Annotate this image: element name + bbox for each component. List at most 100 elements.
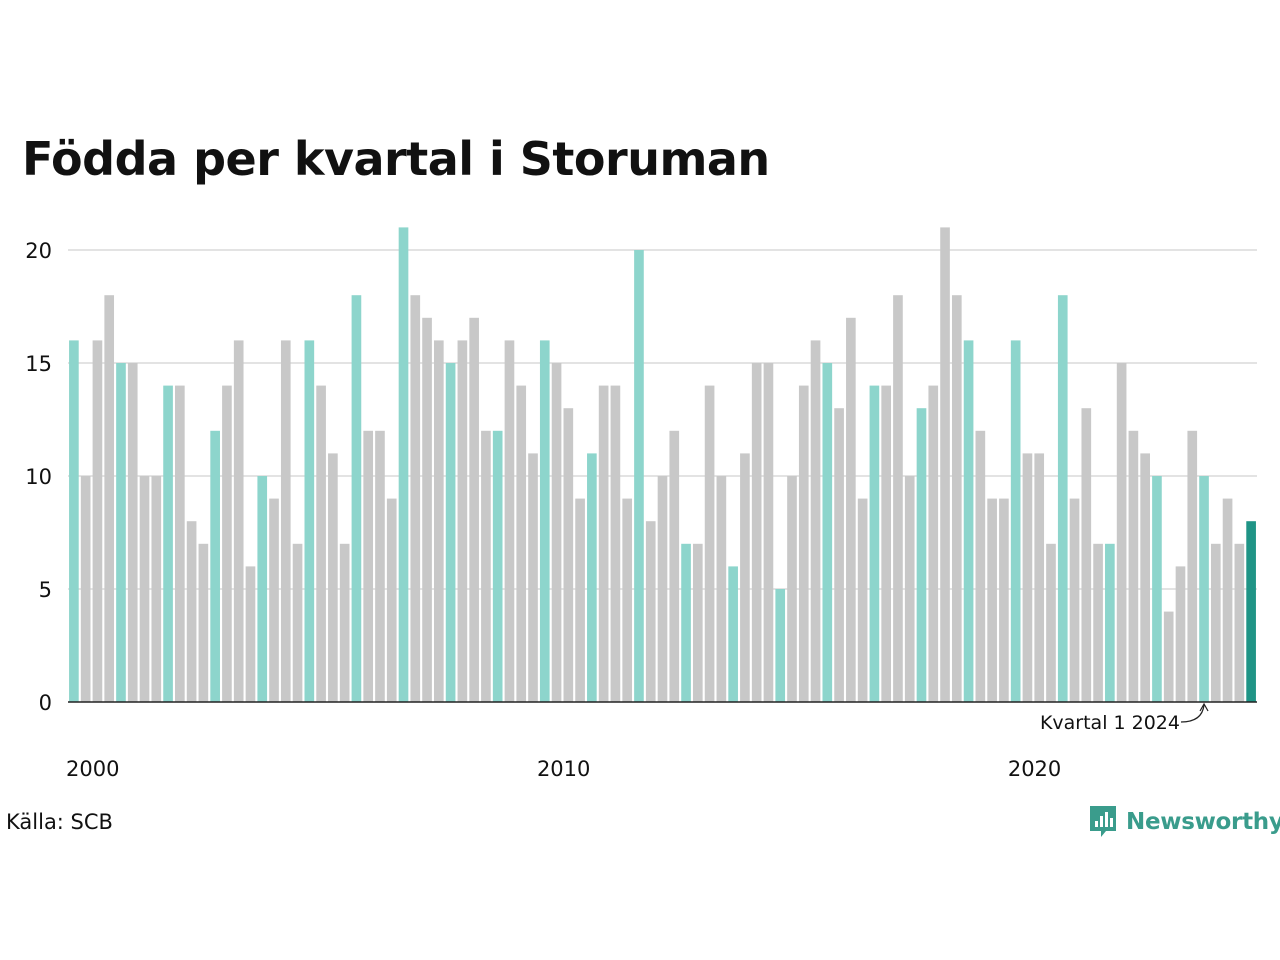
bar: 2002 Q2: 14 bbox=[175, 385, 185, 702]
bar: 2009 Q3: 14 bbox=[516, 385, 527, 702]
bar: 2005 Q1: 16 bbox=[304, 340, 315, 702]
bar: 2005 Q2: 14 bbox=[316, 385, 326, 702]
bar: 2021 Q4: 7 bbox=[1093, 543, 1103, 702]
bar: 2018 Q3: 21 bbox=[940, 227, 950, 702]
bar: 2000 Q4: 18 bbox=[104, 295, 115, 702]
bar: 2008 Q4: 12 bbox=[481, 430, 491, 702]
bar: 2001 Q2: 15 bbox=[127, 363, 138, 702]
chart-title: Födda per kvartal i Storuman bbox=[22, 132, 770, 186]
bar: 2015 Q1: 5 bbox=[775, 589, 786, 702]
bar: 2018 Q1: 13 bbox=[916, 408, 927, 702]
bar: 2023 Q4: 12 bbox=[1187, 430, 1198, 702]
bar: 2008 Q3: 17 bbox=[469, 317, 479, 702]
bar: 2017 Q4: 10 bbox=[904, 476, 915, 702]
newsworthy-logo-icon bbox=[1090, 806, 1116, 837]
bar: 2011 Q3: 14 bbox=[610, 385, 621, 702]
bar: 2020 Q2: 11 bbox=[1022, 453, 1033, 702]
annotation-arrowhead bbox=[1199, 702, 1209, 712]
bar: 2010 Q2: 15 bbox=[551, 363, 562, 702]
bar: 2009 Q4: 11 bbox=[528, 453, 538, 702]
bar: 2024 Q2: 7 bbox=[1210, 543, 1221, 702]
bar: 2018 Q2: 14 bbox=[928, 385, 939, 702]
x-tick-label: 2010 bbox=[537, 757, 590, 781]
bar: 2008 Q2: 16 bbox=[457, 340, 468, 702]
bar: 2002 Q3: 8 bbox=[186, 521, 197, 702]
bar: 2022 Q3: 12 bbox=[1128, 430, 1139, 702]
bar: 2004 Q1: 10 bbox=[257, 476, 268, 702]
x-tick-label: 2000 bbox=[66, 757, 119, 781]
annotation-label: Kvartal 1 2024 bbox=[1040, 712, 1180, 734]
bar: 2021 Q2: 9 bbox=[1069, 498, 1080, 702]
bar: 2022 Q4: 11 bbox=[1140, 453, 1150, 702]
bars: 2000 Q1: 162000 Q2: 102000 Q3: 162000 Q4… bbox=[69, 227, 1256, 702]
bar: 2022 Q1: 7 bbox=[1105, 543, 1115, 702]
brand-name: Newsworthy bbox=[1126, 809, 1280, 835]
bar: 2019 Q2: 12 bbox=[975, 430, 986, 702]
bar: 2003 Q4: 6 bbox=[245, 566, 256, 702]
bar: 2007 Q4: 16 bbox=[434, 340, 444, 702]
bar: 2009 Q2: 16 bbox=[504, 340, 515, 702]
bar: 2016 Q3: 17 bbox=[846, 317, 856, 702]
axes: 0 5 10 15 20 2000 2010 2020 bbox=[25, 239, 1257, 781]
bar: 2013 Q1: 7 bbox=[681, 543, 691, 702]
bar: 2013 Q2: 7 bbox=[692, 543, 703, 702]
bar: 2020 Q1: 16 bbox=[1010, 340, 1021, 702]
y-tick-label: 10 bbox=[25, 465, 52, 489]
brand-logo: Newsworthy bbox=[1088, 804, 1280, 840]
bar: 2011 Q2: 14 bbox=[598, 385, 609, 702]
bar: 2014 Q1: 6 bbox=[728, 566, 738, 702]
bar: 2015 Q4: 16 bbox=[810, 340, 821, 702]
bar: 2004 Q2: 9 bbox=[269, 498, 279, 702]
bar: 2001 Q3: 10 bbox=[139, 476, 150, 702]
bar: 2025 Q1: 8 bbox=[1246, 521, 1256, 702]
bar: 2018 Q4: 18 bbox=[951, 295, 962, 702]
bar: 2013 Q4: 10 bbox=[716, 476, 727, 702]
bar: 2023 Q2: 4 bbox=[1163, 611, 1174, 702]
bar: 2002 Q1: 14 bbox=[163, 385, 173, 702]
bar: 2024 Q1: 10 bbox=[1199, 476, 1209, 702]
bar: 2014 Q3: 15 bbox=[751, 363, 762, 702]
bar: 2023 Q1: 10 bbox=[1152, 476, 1162, 702]
bar: 2003 Q1: 12 bbox=[210, 430, 220, 702]
annotation-arrow bbox=[1180, 704, 1205, 723]
bar: 2010 Q1: 16 bbox=[539, 340, 550, 702]
annotation: Kvartal 1 2024 bbox=[1040, 702, 1209, 734]
bar: 2020 Q4: 7 bbox=[1046, 543, 1056, 702]
bar: 2019 Q1: 16 bbox=[963, 340, 974, 702]
bar: 2007 Q3: 17 bbox=[422, 317, 432, 702]
bar: 2017 Q2: 14 bbox=[881, 385, 891, 702]
bar: 2008 Q1: 15 bbox=[445, 363, 456, 702]
bar: 2012 Q4: 12 bbox=[669, 430, 680, 702]
bar: 2006 Q4: 9 bbox=[386, 498, 397, 702]
y-tick-label: 20 bbox=[25, 239, 52, 263]
bar: 2006 Q1: 18 bbox=[351, 295, 362, 702]
bar: 2011 Q1: 11 bbox=[587, 453, 597, 702]
bar: 2013 Q3: 14 bbox=[704, 385, 715, 702]
bar: 2012 Q1: 20 bbox=[634, 250, 644, 702]
bar: 2017 Q3: 18 bbox=[893, 295, 903, 702]
bar: 2006 Q3: 12 bbox=[375, 430, 385, 702]
bar: 2014 Q2: 11 bbox=[740, 453, 750, 702]
bar: 2022 Q2: 15 bbox=[1116, 363, 1127, 702]
bar: 2003 Q3: 16 bbox=[233, 340, 244, 702]
bar: 2023 Q3: 6 bbox=[1175, 566, 1186, 702]
bar: 2019 Q4: 9 bbox=[999, 498, 1009, 702]
bar: 2016 Q2: 13 bbox=[834, 408, 844, 702]
bar: 2012 Q2: 8 bbox=[645, 521, 656, 702]
bar: 2021 Q1: 18 bbox=[1057, 295, 1068, 702]
bar: 2011 Q4: 9 bbox=[622, 498, 633, 702]
bar: 2010 Q3: 13 bbox=[563, 408, 574, 702]
bar: 2010 Q4: 9 bbox=[575, 498, 585, 702]
bar: 2017 Q1: 14 bbox=[869, 385, 880, 702]
x-tick-label: 2020 bbox=[1008, 757, 1061, 781]
bar: 2019 Q3: 9 bbox=[987, 498, 997, 702]
bar: 2000 Q2: 10 bbox=[80, 476, 91, 702]
bar: 2015 Q2: 10 bbox=[787, 476, 797, 702]
y-tick-label: 0 bbox=[39, 691, 52, 715]
bar: 2016 Q4: 9 bbox=[857, 498, 868, 702]
bar: 2007 Q2: 18 bbox=[410, 295, 421, 702]
bar: 2012 Q3: 10 bbox=[657, 476, 668, 702]
bar: 2014 Q4: 15 bbox=[763, 363, 774, 702]
bar: 2004 Q3: 16 bbox=[280, 340, 291, 702]
